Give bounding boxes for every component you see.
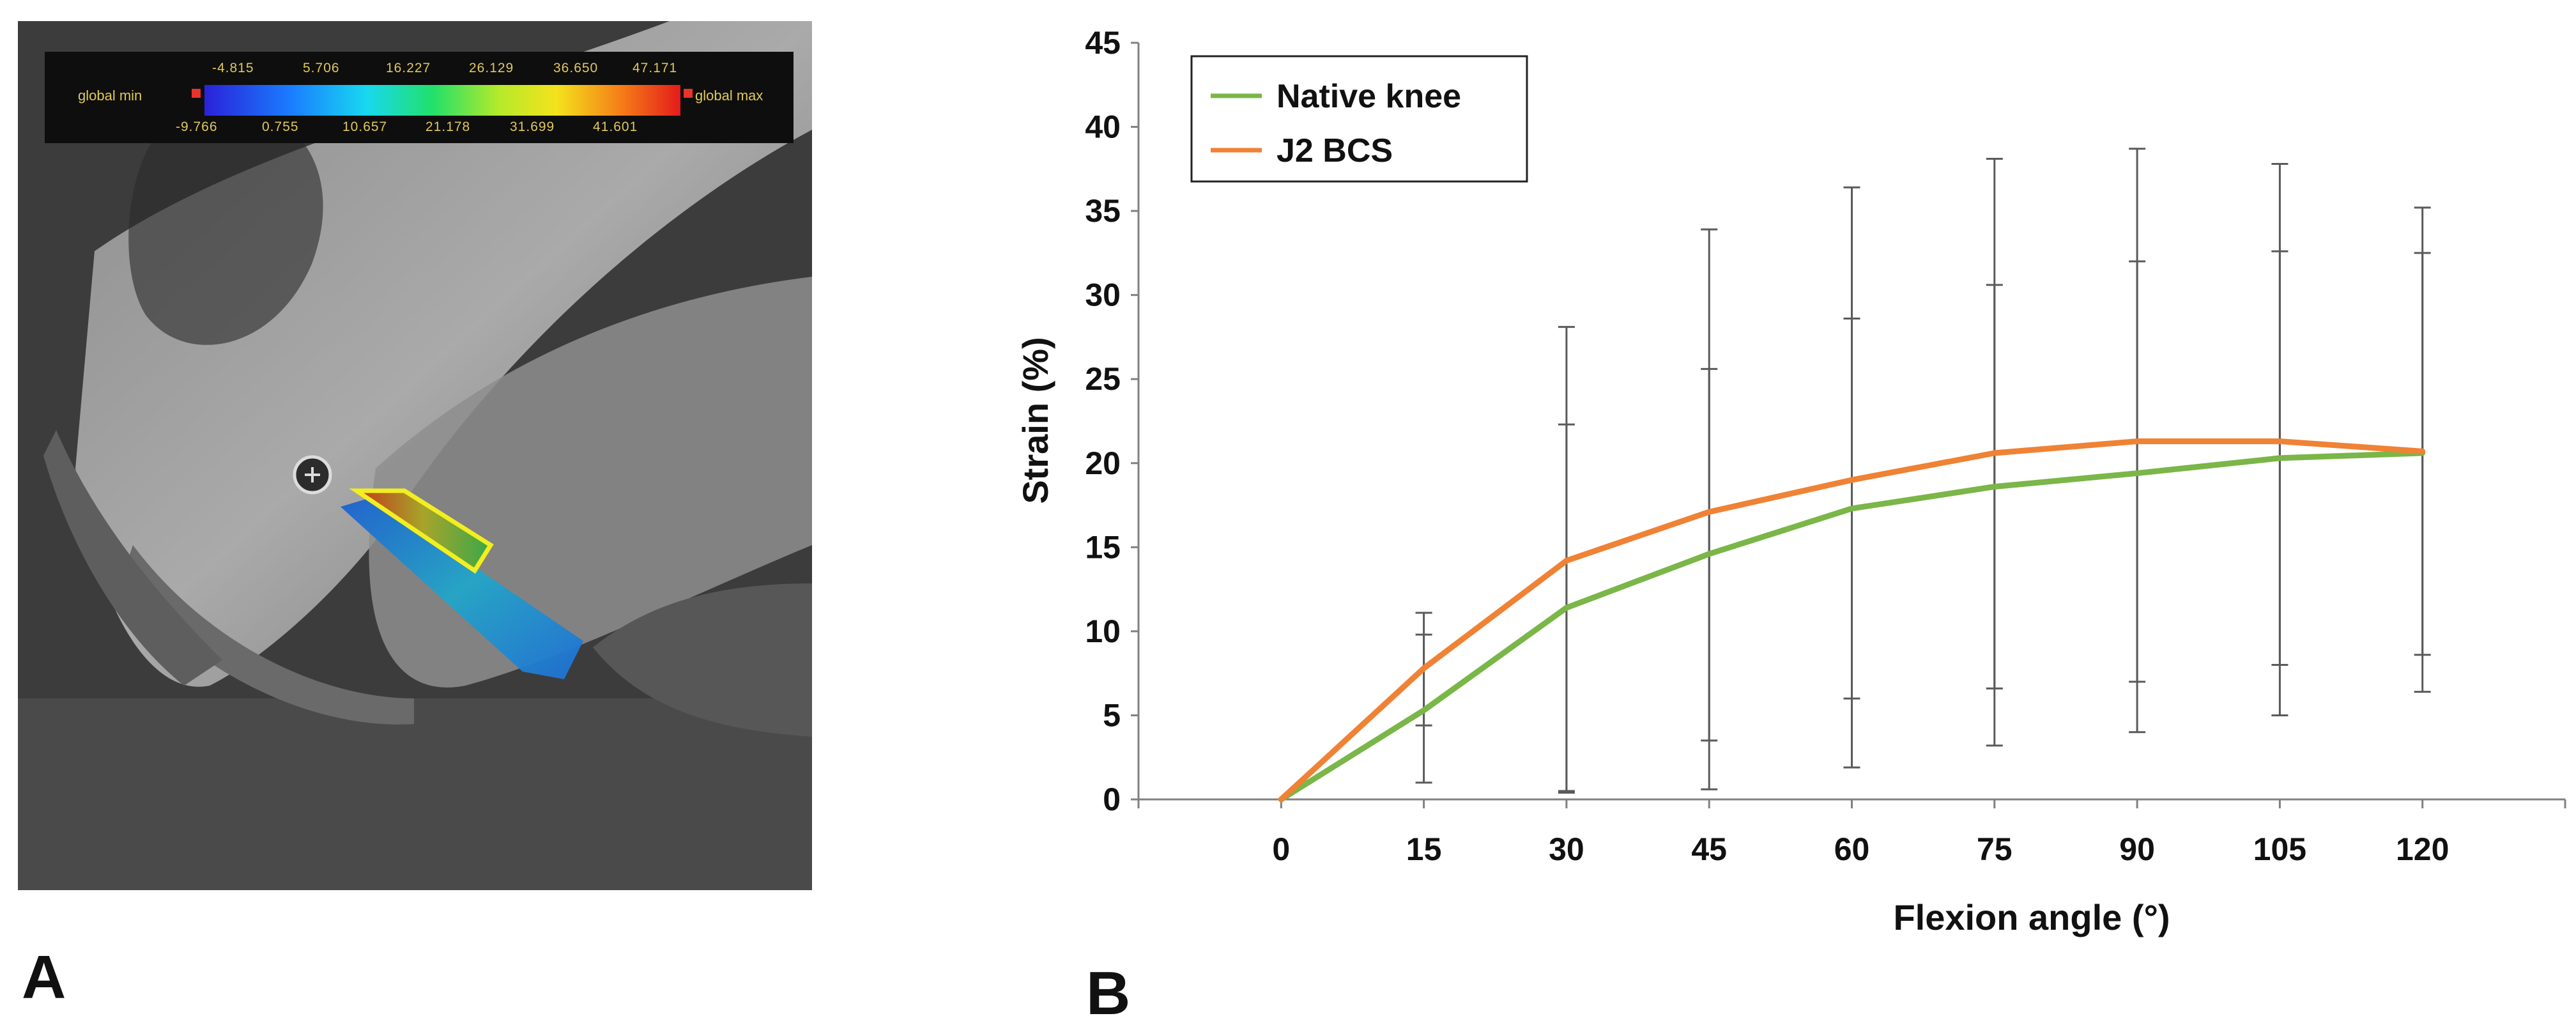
colorbar: global min global max -4.815 5.706 16.22… bbox=[45, 52, 793, 143]
tick-labels: 0 5 10 15 20 25 30 35 40 45 0 15 30 45 60 75 90 105 120 bbox=[1085, 25, 2449, 867]
colorbar-bottom-value: -9.766 bbox=[176, 119, 218, 134]
legend-label-native-knee: Native knee bbox=[1276, 78, 1461, 115]
y-axis-title: Strain (%) bbox=[1015, 337, 1055, 504]
legend: Native knee J2 BCS bbox=[1190, 55, 1528, 183]
y-tick-label: 35 bbox=[1085, 193, 1121, 229]
legend-box bbox=[1190, 55, 1528, 183]
x-tick-label: 15 bbox=[1406, 831, 1442, 867]
x-tick-label: 120 bbox=[2396, 831, 2449, 867]
global-min-label: global min bbox=[78, 88, 142, 104]
y-tick-label: 15 bbox=[1085, 529, 1121, 565]
y-tick-label: 40 bbox=[1085, 109, 1121, 145]
panel-a-label: A bbox=[22, 943, 66, 1012]
colorbar-top-value: 5.706 bbox=[303, 61, 340, 75]
axes bbox=[1131, 42, 2566, 808]
colorbar-top-value: 36.650 bbox=[553, 61, 599, 75]
y-tick-label: 5 bbox=[1103, 697, 1121, 733]
x-tick-label: 45 bbox=[1691, 831, 1727, 867]
panel-a-photo: global min global max -4.815 5.706 16.22… bbox=[18, 21, 812, 890]
specimen-image bbox=[18, 21, 812, 890]
x-axis-title: Flexion angle (°) bbox=[1893, 897, 2170, 937]
x-tick-label: 90 bbox=[2119, 831, 2155, 867]
x-tick-label: 0 bbox=[1272, 831, 1290, 867]
global-max-label: global max bbox=[695, 88, 763, 104]
colorbar-bottom-value: 41.601 bbox=[593, 119, 638, 134]
colorbar-top-value: -4.815 bbox=[212, 61, 254, 75]
colorbar-bottom-value: 10.657 bbox=[342, 119, 388, 134]
colorbar-top-value: 47.171 bbox=[632, 61, 678, 75]
y-tick-label: 20 bbox=[1085, 445, 1121, 481]
panel-b-label: B bbox=[1086, 959, 1131, 1028]
series-lines bbox=[1278, 438, 2426, 803]
global-max-marker bbox=[684, 89, 693, 98]
colorbar-gradient bbox=[204, 85, 680, 116]
legend-label-j2-bcs: J2 BCS bbox=[1276, 132, 1393, 169]
global-min-marker bbox=[192, 89, 201, 98]
series-line-j2-bcs bbox=[1278, 438, 2426, 803]
x-tick-label: 105 bbox=[2253, 831, 2306, 867]
colorbar-bottom-value: 21.178 bbox=[425, 119, 471, 134]
y-tick-label: 45 bbox=[1085, 25, 1121, 61]
y-tick-label: 10 bbox=[1085, 613, 1121, 649]
y-tick-label: 30 bbox=[1085, 277, 1121, 313]
x-tick-label: 60 bbox=[1834, 831, 1870, 867]
y-tick-label: 0 bbox=[1103, 782, 1121, 817]
y-tick-label: 25 bbox=[1085, 361, 1121, 397]
x-tick-label: 30 bbox=[1549, 831, 1584, 867]
x-tick-label: 75 bbox=[1977, 831, 2012, 867]
colorbar-top-value: 26.129 bbox=[469, 61, 514, 75]
colorbar-bottom-value: 31.699 bbox=[510, 119, 555, 134]
colorbar-top-value: 16.227 bbox=[386, 61, 431, 75]
colorbar-bottom-value: 0.755 bbox=[262, 119, 299, 134]
series-line-native-knee bbox=[1278, 450, 2426, 803]
error-bars bbox=[1415, 148, 2431, 794]
